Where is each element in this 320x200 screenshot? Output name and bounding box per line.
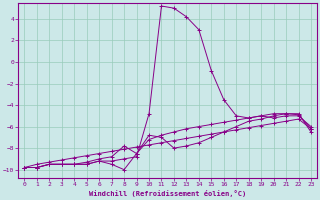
X-axis label: Windchill (Refroidissement éolien,°C): Windchill (Refroidissement éolien,°C) [89, 190, 246, 197]
